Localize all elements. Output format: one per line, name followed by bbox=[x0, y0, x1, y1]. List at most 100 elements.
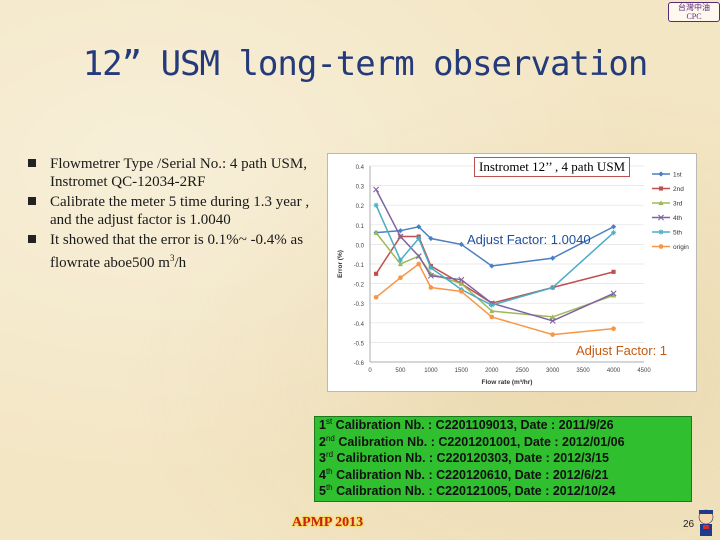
bullet-superscript: 3 bbox=[169, 253, 175, 263]
bullet-item: Flowmetrer Type /Serial No.: 4 path USM,… bbox=[28, 155, 328, 191]
logo-text-line1: 台灣中油 bbox=[678, 3, 710, 12]
data-point-origin bbox=[489, 314, 495, 320]
data-point-3rd bbox=[458, 281, 464, 286]
data-point-3rd bbox=[397, 261, 404, 267]
bullet-text: It showed that the error is 0.1%~ -0.4% … bbox=[50, 232, 304, 271]
y-axis-label: Error (%) bbox=[337, 250, 344, 278]
data-point-4th bbox=[610, 290, 617, 297]
x-tick-label: 3000 bbox=[546, 368, 560, 374]
y-tick-label: 0.0 bbox=[356, 243, 365, 249]
calibration-item: 4th Calibration Nb. : C220120610, Date :… bbox=[319, 466, 609, 482]
apmp-logo: APMP 2013 bbox=[292, 515, 364, 530]
legend-label-3rd: 3rd bbox=[673, 201, 683, 208]
adjust-factor-callout-2: Adjust Factor: 1 bbox=[576, 343, 668, 358]
bullet-list: Flowmetrer Type /Serial No.: 4 path USM,… bbox=[28, 155, 328, 274]
x-tick-label: 4500 bbox=[637, 368, 651, 374]
adjust-factor-callout-1: Adjust Factor: 1.0040 bbox=[467, 232, 591, 247]
legend-marker-2nd bbox=[658, 186, 664, 191]
data-point-4th bbox=[373, 186, 380, 193]
y-tick-label: 0.4 bbox=[356, 165, 365, 171]
x-tick-label: 2500 bbox=[516, 368, 530, 374]
bullet-marker-icon bbox=[28, 159, 36, 167]
meter-callout: Instromet 12’’ , 4 path USM bbox=[474, 157, 631, 177]
series-line-1st bbox=[376, 225, 614, 267]
logo-text-line2: CPC bbox=[686, 12, 702, 21]
series-line-origin bbox=[375, 262, 614, 336]
data-point-3rd bbox=[489, 308, 495, 314]
bullet-marker-icon bbox=[28, 235, 36, 243]
legend-label-origin: origin bbox=[673, 244, 689, 251]
y-tick-label: -0.6 bbox=[354, 361, 365, 367]
x-tick-label: 500 bbox=[395, 368, 406, 374]
legend-label-1st: 1st bbox=[673, 172, 682, 179]
x-tick-label: 1500 bbox=[455, 368, 469, 374]
data-point-origin bbox=[428, 285, 434, 290]
data-point-5th bbox=[550, 284, 556, 291]
data-point-origin bbox=[398, 275, 403, 281]
company-logo: 台灣中油 CPC bbox=[668, 2, 720, 22]
data-point-4th bbox=[427, 272, 434, 279]
calibration-item: 1st Calibration Nb. : C2201109013, Date … bbox=[319, 416, 614, 432]
x-tick-label: 1000 bbox=[424, 368, 438, 374]
chart-svg: 0.4 0.3 0.2 0.1 0.0 -0.1 -0.2 -0.3 -0.4 -0.5 -0.60… bbox=[337, 165, 689, 386]
calibration-item: 2nd Calibration Nb. : C2201201001, Date … bbox=[319, 433, 625, 449]
legend-marker-4th bbox=[658, 214, 664, 221]
y-tick-label: 0.3 bbox=[356, 185, 365, 191]
calibration-item: 3rd Calibration Nb. : C220120303, Date :… bbox=[319, 450, 609, 466]
data-point-3rd bbox=[610, 292, 617, 298]
y-tick-label: 0.1 bbox=[356, 224, 365, 230]
bullet-item: Calibrate the meter 5 time during 1.3 ye… bbox=[28, 193, 328, 229]
data-point-5th bbox=[489, 302, 495, 308]
legend-label-5th: 5th bbox=[673, 230, 682, 237]
error-chart: 0.4 0.3 0.2 0.1 0.0 -0.1 -0.2 -0.3 -0.4 -0.5 -0.6 0… bbox=[327, 153, 697, 392]
data-point-origin bbox=[416, 261, 422, 267]
data-point-3rd bbox=[550, 314, 556, 319]
calibration-item: 5th Calibration Nb. : C220121005, Date :… bbox=[319, 483, 616, 499]
legend-label-2nd: 2nd bbox=[673, 186, 684, 193]
data-point-1st bbox=[397, 228, 404, 234]
data-point-5th bbox=[397, 257, 404, 263]
legend-marker-origin bbox=[658, 244, 664, 249]
data-point-1st bbox=[610, 224, 617, 230]
legend-marker-5th bbox=[658, 229, 664, 235]
data-point-3rd bbox=[373, 230, 379, 235]
data-point-5th bbox=[416, 235, 422, 242]
data-point-origin bbox=[611, 326, 616, 332]
x-tick-label: 4000 bbox=[607, 368, 621, 374]
data-point-4th bbox=[549, 317, 556, 324]
data-point-1st bbox=[550, 255, 556, 261]
bullet-text-tail: /h bbox=[174, 255, 187, 271]
slide-title: 12” USM long-term observation bbox=[82, 44, 649, 84]
y-tick-label: -0.1 bbox=[354, 263, 365, 269]
page-number: 26 bbox=[683, 519, 695, 530]
data-point-4th bbox=[415, 253, 422, 260]
data-point-4th bbox=[397, 233, 404, 240]
bullet-marker-icon bbox=[28, 197, 36, 205]
y-tick-label: -0.5 bbox=[354, 341, 365, 347]
x-tick-label: 3500 bbox=[576, 368, 590, 374]
data-point-5th bbox=[373, 202, 379, 208]
bullet-text: Calibrate the meter 5 time during 1.3 ye… bbox=[50, 194, 310, 228]
data-point-origin bbox=[458, 289, 464, 294]
legend-marker-3rd bbox=[658, 200, 664, 206]
y-tick-label: -0.3 bbox=[354, 302, 365, 308]
series-line-5th bbox=[375, 204, 615, 306]
legend-marker-1st bbox=[658, 171, 664, 177]
series-line-4th bbox=[375, 189, 614, 322]
data-point-2nd bbox=[374, 271, 379, 276]
data-point-origin bbox=[550, 332, 556, 337]
bullet-item: It showed that the error is 0.1%~ -0.4% … bbox=[28, 231, 328, 272]
data-point-4th bbox=[458, 276, 465, 283]
data-point-origin bbox=[373, 294, 379, 300]
legend-label-4th: 4th bbox=[673, 215, 682, 222]
calibration-list: 1st Calibration Nb. : C2201109013, Date … bbox=[314, 416, 692, 502]
data-point-5th bbox=[428, 265, 434, 271]
y-tick-label: -0.4 bbox=[354, 322, 365, 328]
x-tick-label: 2000 bbox=[485, 368, 499, 374]
y-tick-label: 0.2 bbox=[356, 204, 365, 210]
mascot-icon bbox=[698, 509, 714, 536]
y-tick-label: -0.2 bbox=[354, 283, 365, 289]
x-axis-label: Flow rate (m³/hr) bbox=[482, 379, 533, 386]
data-point-2nd bbox=[611, 269, 616, 274]
x-tick-label: 0 bbox=[368, 368, 372, 374]
